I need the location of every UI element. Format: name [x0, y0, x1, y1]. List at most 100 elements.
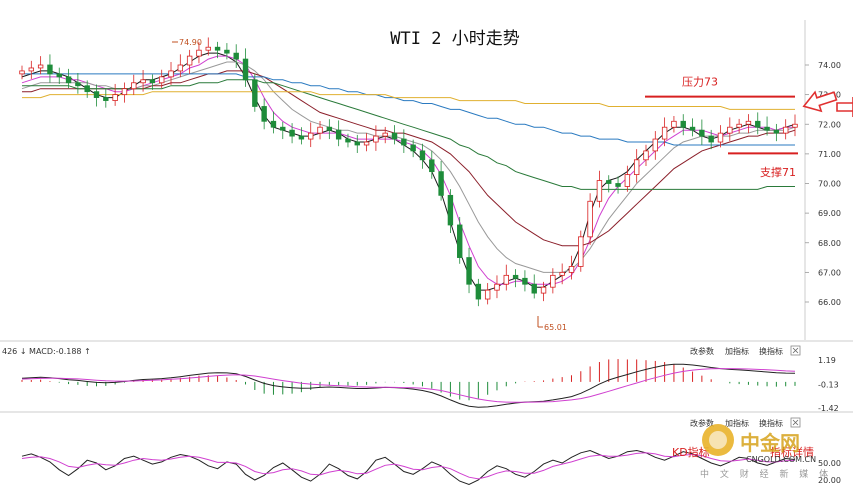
support-marker: 支撑71: [728, 152, 798, 179]
candle-body: [140, 79, 146, 84]
support-label: 支撑71: [760, 165, 796, 179]
resistance-marker: 压力73: [645, 76, 795, 98]
candle-body: [466, 257, 472, 285]
kd-overlay-label: KD指标: [672, 445, 710, 459]
candle-body: [447, 194, 454, 226]
candle-body: [326, 126, 333, 131]
candle-body: [261, 106, 267, 122]
macd-axis-ticks: 1.19 -0.13 -1.42: [818, 356, 839, 413]
candle-body: [457, 224, 463, 258]
moving-average-line-4: [22, 79, 795, 190]
candle-body: [131, 82, 137, 90]
candle-body: [186, 55, 193, 66]
macd-button-switch-indicator[interactable]: 换指标: [759, 346, 783, 356]
macd-button-add-indicator[interactable]: 加指标: [725, 346, 749, 356]
candle-body: [550, 274, 556, 288]
candle-body: [615, 183, 621, 187]
candle-body: [587, 200, 593, 238]
y-tick-label: 68.00: [818, 239, 841, 248]
candle-body: [242, 58, 249, 81]
candle-body: [177, 64, 184, 72]
moving-average-line-5: [22, 73, 795, 146]
macd-tick-label: -0.13: [818, 380, 839, 389]
candle-body: [158, 76, 165, 84]
candle-body: [419, 150, 426, 161]
candle-body: [624, 174, 631, 187]
candlesticks: [19, 37, 798, 307]
y-tick-label: 67.00: [818, 268, 841, 277]
arrow-left-icon: [802, 90, 838, 113]
y-tick-label: 69.00: [818, 209, 841, 218]
kd-button-modify-params[interactable]: 改参数: [690, 418, 714, 428]
watermark-tagline: 中 文 财 经 新 媒 体: [700, 468, 832, 480]
resistance-label: 压力73: [682, 76, 718, 89]
candle-body: [531, 283, 537, 294]
red-arrows: [802, 90, 853, 117]
candle-body: [149, 79, 156, 84]
candle-body: [335, 129, 342, 140]
watermark: KD指标 指标详情 中金网 CNGOLD.COM.CN 中 文 财 经 新 媒 …: [672, 424, 832, 480]
candle-body: [280, 126, 286, 131]
candle-body: [689, 126, 696, 131]
candle-body: [559, 271, 565, 276]
candle-body: [503, 274, 509, 285]
candle-body: [708, 135, 714, 143]
kd-buttons: 改参数 加指标 换指标: [690, 417, 801, 428]
candle-body: [494, 283, 500, 291]
candle-body: [606, 180, 612, 184]
close-icon: [792, 347, 799, 354]
kd-button-add-indicator[interactable]: 加指标: [725, 418, 749, 428]
candle-body: [233, 52, 239, 60]
candle-body: [643, 150, 649, 161]
low-label: 65.01: [544, 323, 567, 332]
low-annotation: 65.01: [537, 316, 567, 332]
candle-body: [429, 159, 435, 173]
candle-body: [438, 171, 444, 196]
candle-body: [75, 82, 81, 87]
candle-body: [596, 180, 603, 202]
candle-body: [363, 141, 370, 146]
candle-body: [65, 76, 72, 84]
candle-body: [93, 91, 100, 98]
high-label: 74.90: [179, 38, 202, 47]
candle-body: [475, 283, 482, 300]
candle-body: [28, 67, 35, 72]
candle-body: [782, 126, 789, 134]
candle-body: [699, 129, 705, 137]
candle-body: [373, 135, 379, 143]
arrow-right-icon: [836, 97, 853, 117]
candle-body: [308, 132, 314, 140]
kd-button-switch-indicator[interactable]: 换指标: [759, 418, 783, 428]
kd-axis-ticks: 50.00 20.00: [818, 459, 841, 485]
moving-average-line-6: [22, 91, 795, 110]
candle-body: [661, 126, 668, 140]
candle-body: [47, 64, 53, 75]
candle-body: [401, 138, 407, 146]
kd-tick-label: 20.00: [818, 476, 841, 485]
close-icon: [792, 419, 799, 426]
candle-body: [252, 79, 258, 107]
macd-button-modify-params[interactable]: 改参数: [690, 346, 714, 356]
candle-body: [755, 120, 761, 128]
kd-tick-label: 50.00: [818, 459, 841, 468]
candle-body: [727, 126, 733, 134]
y-tick-label: 74.00: [818, 61, 841, 70]
candle-body: [736, 123, 742, 128]
macd-tick-label: 1.19: [818, 356, 836, 365]
macd-header: 426 ↓ MACD:-0.188 ↑: [2, 347, 91, 356]
candle-body: [512, 274, 519, 279]
candle-body: [792, 123, 798, 128]
watermark-logo-inner: [709, 431, 727, 449]
y-tick-label: 70.00: [818, 180, 841, 189]
candle-body: [410, 144, 416, 152]
candle-body: [345, 138, 351, 143]
high-annotation: 74.90: [172, 38, 202, 47]
watermark-name: 中金网: [740, 431, 800, 455]
macd-dif-line: [21, 363, 796, 408]
kd-d-line: [21, 452, 796, 480]
kd-k-line: [21, 449, 796, 486]
kd-overlay-label-2: 指标详情: [770, 445, 814, 459]
candle-body: [578, 236, 584, 267]
candle-body: [671, 120, 677, 128]
